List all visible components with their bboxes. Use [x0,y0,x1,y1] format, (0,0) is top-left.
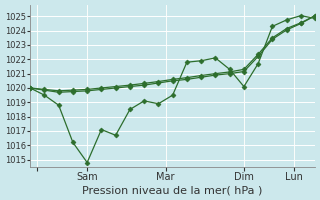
X-axis label: Pression niveau de la mer( hPa ): Pression niveau de la mer( hPa ) [83,185,263,195]
